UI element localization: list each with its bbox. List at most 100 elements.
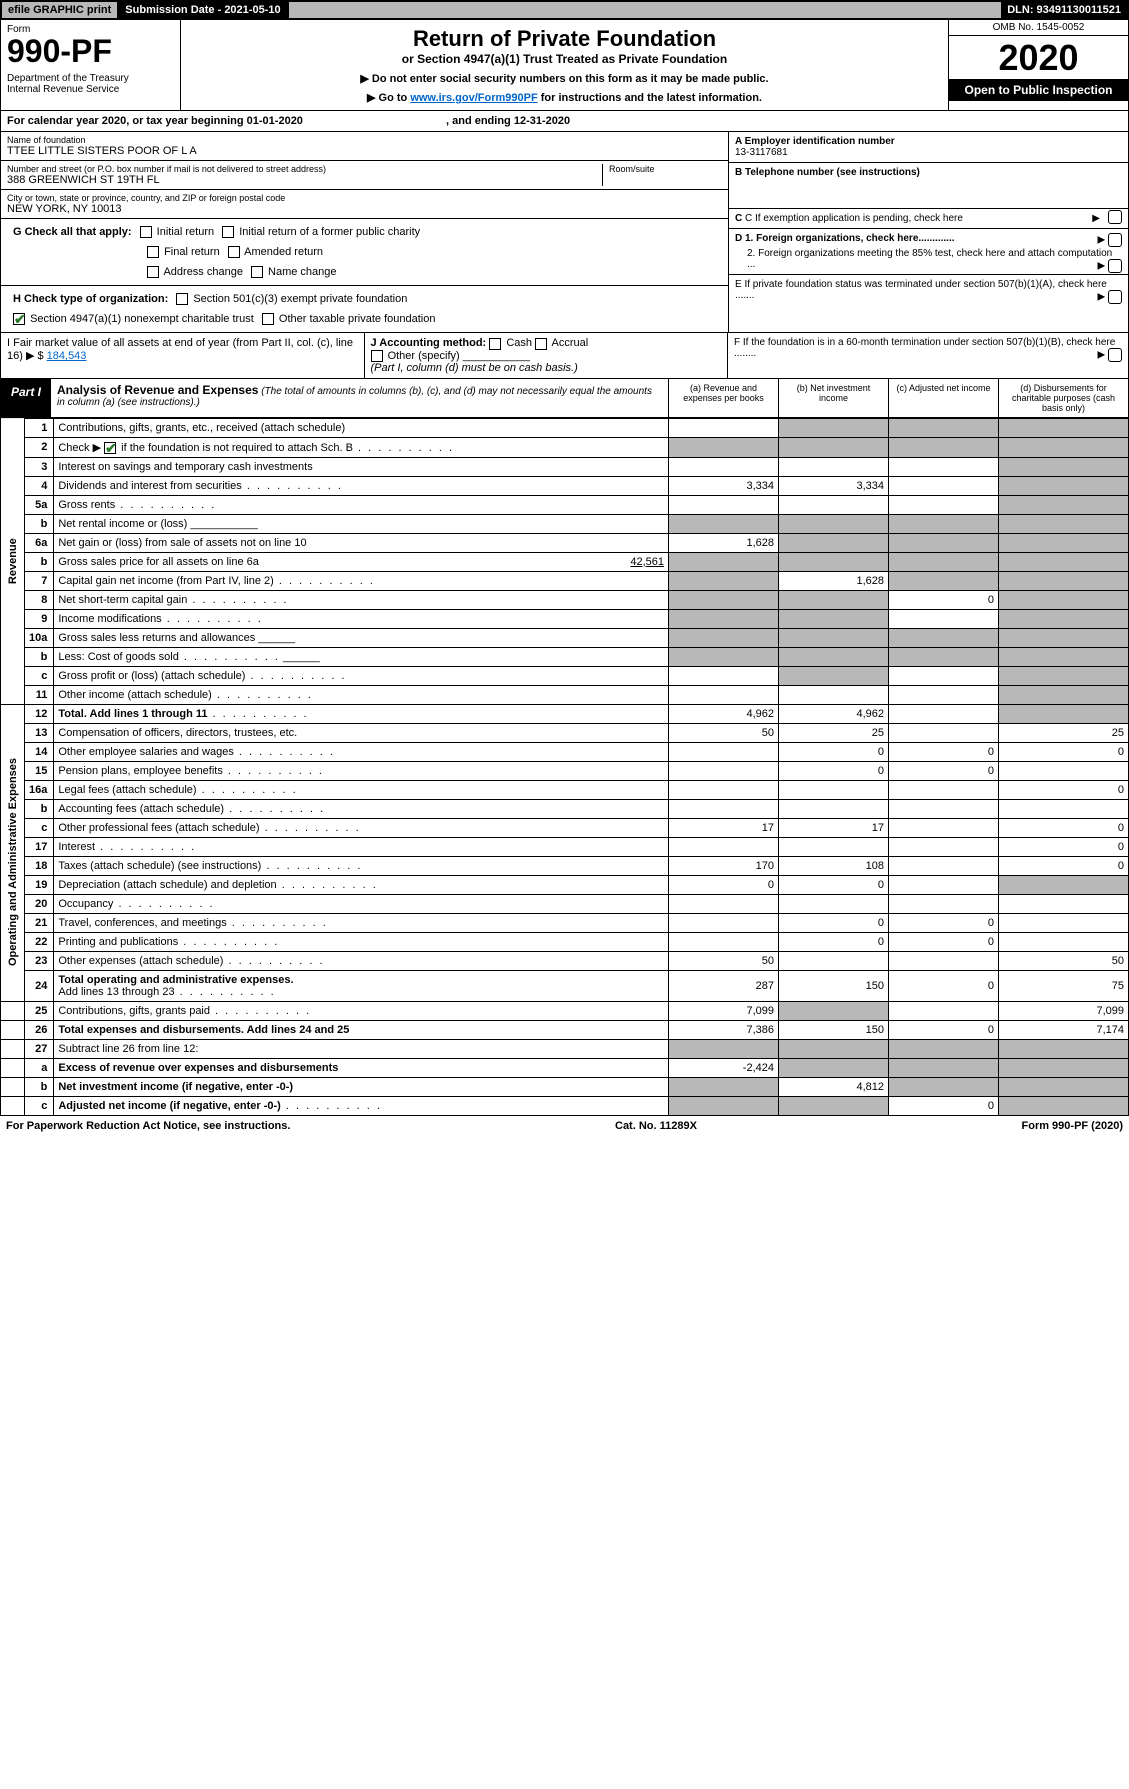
- page-footer: For Paperwork Reduction Act Notice, see …: [0, 1116, 1129, 1136]
- efile-label[interactable]: efile GRAPHIC print: [2, 2, 119, 18]
- expenses-side-label: Operating and Administrative Expenses: [1, 723, 25, 1001]
- table-row: 15 Pension plans, employee benefits 00: [1, 761, 1129, 780]
- info-left: Name of foundation TTEE LITTLE SISTERS P…: [1, 132, 728, 332]
- table-row: 6a Net gain or (loss) from sale of asset…: [1, 533, 1129, 552]
- section-f: F If the foundation is in a 60-month ter…: [728, 333, 1128, 377]
- topbar-spacer: [289, 2, 1002, 18]
- checkbox-f[interactable]: [1108, 348, 1122, 362]
- tax-year: 2020: [949, 36, 1128, 79]
- col-b-header: (b) Net investment income: [778, 379, 888, 417]
- table-row: c Gross profit or (loss) (attach schedul…: [1, 666, 1129, 685]
- col-d-header: (d) Disbursements for charitable purpose…: [998, 379, 1128, 417]
- table-row: c Other professional fees (attach schedu…: [1, 818, 1129, 837]
- header-right: OMB No. 1545-0052 2020 Open to Public In…: [948, 20, 1128, 110]
- section-h: H Check type of organization: Section 50…: [1, 286, 728, 332]
- address-cell: Number and street (or P.O. box number if…: [1, 161, 728, 190]
- checkbox-c[interactable]: [1108, 210, 1122, 224]
- section-i: I Fair market value of all assets at end…: [1, 333, 365, 377]
- section-d: D 1. Foreign organizations, check here..…: [729, 229, 1128, 275]
- header-left: Form 990-PF Department of the TreasuryIn…: [1, 20, 181, 110]
- foundation-name-cell: Name of foundation TTEE LITTLE SISTERS P…: [1, 132, 728, 161]
- dln-label: DLN: 93491130011521: [1001, 2, 1127, 18]
- section-j: J Accounting method: Cash Accrual Other …: [365, 333, 729, 377]
- table-row: b Less: Cost of goods sold ______: [1, 647, 1129, 666]
- part1-tag: Part I: [1, 379, 51, 417]
- checkbox-name-change[interactable]: [251, 266, 263, 278]
- table-row: b Accounting fees (attach schedule): [1, 799, 1129, 818]
- form-title: Return of Private Foundation: [187, 26, 942, 52]
- form-number: 990-PF: [7, 35, 174, 67]
- table-row: 17 Interest 0: [1, 837, 1129, 856]
- telephone-cell: B Telephone number (see instructions): [729, 163, 1128, 209]
- fmv-value[interactable]: 184,543: [47, 350, 87, 362]
- table-row: b Net investment income (if negative, en…: [1, 1077, 1129, 1096]
- department-label: Department of the TreasuryInternal Reven…: [7, 73, 174, 95]
- checkbox-accrual[interactable]: [535, 338, 547, 350]
- checkbox-4947a1[interactable]: [13, 313, 25, 325]
- ein-value: 13-3117681: [735, 147, 788, 158]
- table-row: 20 Occupancy: [1, 894, 1129, 913]
- table-row: 23 Other expenses (attach schedule) 5050: [1, 951, 1129, 970]
- checkbox-e[interactable]: [1108, 290, 1122, 304]
- table-row: c Adjusted net income (if negative, ente…: [1, 1096, 1129, 1115]
- table-row: 16a Legal fees (attach schedule) 0: [1, 780, 1129, 799]
- info-right: A Employer identification number 13-3117…: [728, 132, 1128, 332]
- city-cell: City or town, state or province, country…: [1, 190, 728, 219]
- table-row: 27 Subtract line 26 from line 12:: [1, 1039, 1129, 1058]
- checkbox-final-return[interactable]: [147, 246, 159, 258]
- table-row: 25 Contributions, gifts, grants paid 7,0…: [1, 1001, 1129, 1020]
- column-headers: (a) Revenue and expenses per books (b) N…: [668, 379, 1128, 417]
- section-g: G Check all that apply: Initial return I…: [1, 219, 728, 286]
- form-subtitle: or Section 4947(a)(1) Trust Treated as P…: [187, 52, 942, 66]
- table-row: 8 Net short-term capital gain 0: [1, 590, 1129, 609]
- table-row: 12 Total. Add lines 1 through 11 4,9624,…: [1, 704, 1129, 723]
- section-ijf: I Fair market value of all assets at end…: [0, 333, 1129, 378]
- part1-table: Revenue 1 Contributions, gifts, grants, …: [0, 418, 1129, 1116]
- checkbox-initial-return[interactable]: [140, 226, 152, 238]
- top-bar: efile GRAPHIC print Submission Date - 20…: [0, 0, 1129, 20]
- table-row: 5a Gross rents: [1, 495, 1129, 514]
- checkbox-initial-former[interactable]: [222, 226, 234, 238]
- table-row: 3 Interest on savings and temporary cash…: [1, 457, 1129, 476]
- table-row: Operating and Administrative Expenses 13…: [1, 723, 1129, 742]
- checkbox-d1[interactable]: [1108, 233, 1122, 247]
- table-row: 24 Total operating and administrative ex…: [1, 970, 1129, 1001]
- open-inspection: Open to Public Inspection: [949, 79, 1128, 101]
- checkbox-501c3[interactable]: [176, 293, 188, 305]
- table-row: 14 Other employee salaries and wages 000: [1, 742, 1129, 761]
- checkbox-cash[interactable]: [489, 338, 501, 350]
- checkbox-other-method[interactable]: [371, 350, 383, 362]
- form-header: Form 990-PF Department of the TreasuryIn…: [0, 20, 1129, 111]
- room-suite-label: Room/suite: [609, 164, 722, 174]
- header-center: Return of Private Foundation or Section …: [181, 20, 948, 110]
- foundation-name: TTEE LITTLE SISTERS POOR OF L A: [7, 145, 722, 157]
- table-row: 19 Depreciation (attach schedule) and de…: [1, 875, 1129, 894]
- arrow-icon: ▶: [1092, 213, 1100, 224]
- table-row: 9 Income modifications: [1, 609, 1129, 628]
- footer-right: Form 990-PF (2020): [1022, 1120, 1123, 1132]
- checkbox-other-taxable[interactable]: [262, 313, 274, 325]
- form-note-2: ▶ Go to www.irs.gov/Form990PF for instru…: [187, 91, 942, 104]
- col-c-header: (c) Adjusted net income: [888, 379, 998, 417]
- city-value: NEW YORK, NY 10013: [7, 203, 722, 215]
- part1-header: Part I Analysis of Revenue and Expenses …: [0, 379, 1129, 418]
- revenue-side-label: Revenue: [1, 418, 25, 704]
- checkbox-amended[interactable]: [228, 246, 240, 258]
- table-row: 4 Dividends and interest from securities…: [1, 476, 1129, 495]
- street-address: 388 GREENWICH ST 19TH FL: [7, 174, 602, 186]
- table-row: b Net rental income or (loss) __________…: [1, 514, 1129, 533]
- table-row: 2 Check ▶ if the foundation is not requi…: [1, 437, 1129, 457]
- table-row: 22 Printing and publications 00: [1, 932, 1129, 951]
- table-row: Revenue 1 Contributions, gifts, grants, …: [1, 418, 1129, 437]
- irs-link[interactable]: www.irs.gov/Form990PF: [410, 92, 537, 104]
- omb-number: OMB No. 1545-0052: [949, 20, 1128, 36]
- table-row: 18 Taxes (attach schedule) (see instruct…: [1, 856, 1129, 875]
- table-row: 21 Travel, conferences, and meetings 00: [1, 913, 1129, 932]
- calendar-year-row: For calendar year 2020, or tax year begi…: [0, 111, 1129, 132]
- checkbox-d2[interactable]: [1108, 259, 1122, 273]
- part1-desc: Analysis of Revenue and Expenses (The to…: [51, 379, 668, 417]
- checkbox-address-change[interactable]: [147, 266, 159, 278]
- table-row: b Gross sales price for all assets on li…: [1, 552, 1129, 571]
- checkbox-sch-b[interactable]: [104, 442, 116, 454]
- form-note-1: ▶ Do not enter social security numbers o…: [187, 72, 942, 85]
